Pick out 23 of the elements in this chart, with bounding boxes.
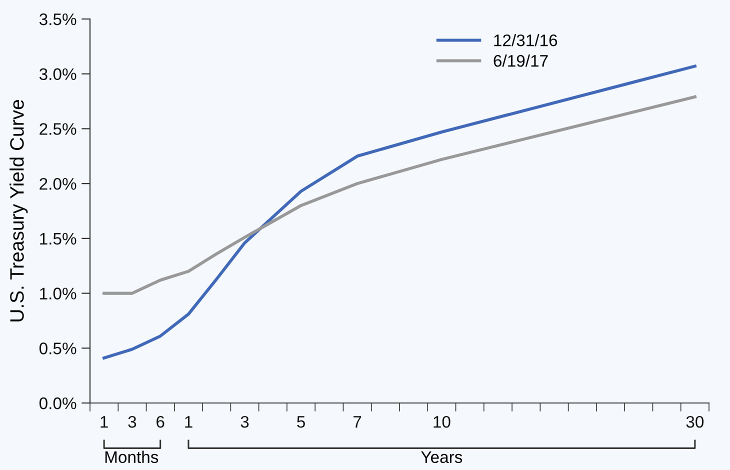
legend-label: 12/31/16: [494, 34, 558, 46]
y-tick-label: 3.5%: [39, 13, 76, 26]
x-tick-label: 3: [240, 416, 249, 428]
legend-label: 6/19/17: [494, 54, 548, 67]
line-series: [102, 95, 696, 295]
x-tick-label: 5: [297, 416, 305, 428]
x-tick-label: 1: [100, 416, 108, 428]
y-tick-label: 0.5%: [39, 342, 76, 354]
y-axis-title: U.S. Treasury Yield Curve: [10, 100, 28, 322]
y-tick-label: 3.0%: [39, 68, 76, 80]
y-tick-label: 1.5%: [40, 232, 76, 245]
y-tick-label: 2.0%: [40, 178, 76, 190]
x-tick-label: 10: [434, 416, 450, 428]
x-tick-label: 1: [185, 416, 192, 428]
y-tick-label: 0.0%: [39, 397, 76, 410]
y-tick-label: 1.0%: [40, 288, 76, 300]
x-tick-label: 30: [686, 416, 704, 428]
text: Months: [105, 450, 158, 464]
x-tick-label: 6: [156, 416, 164, 428]
text: Years: [421, 451, 462, 464]
x-tick-label: 3: [128, 416, 136, 428]
x-tick-label: 7: [354, 416, 362, 428]
y-tick-label: 2.5%: [40, 123, 76, 135]
